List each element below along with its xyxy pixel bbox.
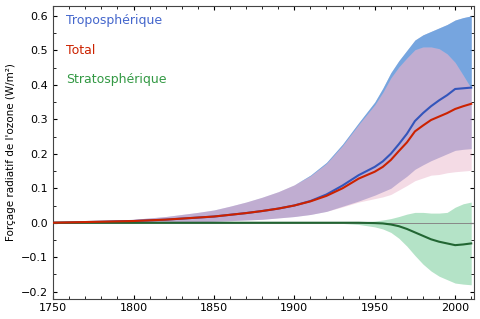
Y-axis label: Forçage radiatif de l'ozone (W/m²): Forçage radiatif de l'ozone (W/m²) bbox=[6, 63, 15, 241]
Text: Stratosphérique: Stratosphérique bbox=[66, 73, 166, 86]
Text: Troposphérique: Troposphérique bbox=[66, 14, 162, 27]
Text: Total: Total bbox=[66, 44, 95, 57]
